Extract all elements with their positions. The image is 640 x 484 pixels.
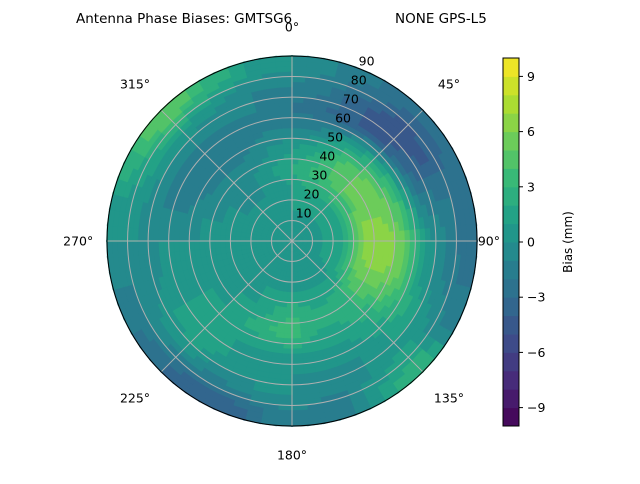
colorbar-tick-label: 0 — [527, 235, 535, 250]
colorbar-tick-label: 6 — [527, 124, 535, 139]
radial-tick-label: 90 — [359, 53, 375, 68]
colorbar-level — [503, 297, 519, 317]
colorbar-level — [503, 205, 519, 225]
colorbar-tick-label: −6 — [527, 345, 545, 360]
colorbar-level — [503, 260, 519, 280]
colorbar-level — [503, 113, 519, 133]
radial-tick-label: 20 — [304, 186, 320, 201]
azimuth-tick-label: 0° — [285, 20, 299, 35]
azimuth-tick-label: 180° — [277, 447, 307, 462]
azimuth-tick-label: 90° — [478, 234, 500, 249]
contour-cell — [274, 55, 294, 63]
radial-tick-label: 80 — [351, 72, 367, 87]
colorbar-level — [503, 370, 519, 390]
colorbar-level — [503, 223, 519, 243]
azimuth-tick-label: 315° — [120, 77, 150, 92]
colorbar-tick-label: −3 — [527, 290, 545, 305]
colorbar-level — [503, 58, 519, 77]
colorbar-label: Bias (mm) — [561, 211, 575, 273]
colorbar-level — [503, 94, 519, 114]
radial-tick-label: 50 — [327, 129, 343, 144]
colorbar-level — [503, 334, 519, 353]
radial-tick-label: 10 — [296, 205, 312, 220]
colorbar-level — [503, 315, 519, 335]
polar-frame — [106, 55, 478, 427]
colorbar-level — [503, 389, 519, 409]
azimuth-gridline — [160, 109, 424, 373]
colorbar-level — [503, 168, 519, 188]
radial-tick-label: 70 — [343, 91, 359, 106]
azimuth-tick-label: 270° — [63, 234, 93, 249]
colorbar-level — [503, 242, 519, 261]
colorbar-tick-label: 3 — [527, 179, 535, 194]
polar-grid — [106, 55, 478, 427]
azimuth-tick-label: 225° — [120, 390, 150, 405]
colorbar: −9 −6 −3 0 3 6 9 — [502, 57, 545, 427]
azimuth-tick-labels: 0° 45° 90° 135° 180° 225° 270° 315° — [63, 20, 500, 463]
colorbar-level — [503, 76, 519, 96]
azimuth-tick-label: 135° — [434, 390, 464, 405]
radial-tick-label: 30 — [311, 167, 327, 182]
colorbar-level — [503, 278, 519, 298]
chart-title-right: NONE GPS-L5 — [395, 11, 487, 27]
colorbar-level — [503, 407, 519, 427]
colorbar-level — [503, 131, 519, 151]
colorbar-level — [503, 352, 519, 372]
radial-tick-label: 60 — [335, 110, 351, 125]
chart-title-left: Antenna Phase Biases: GMTSG6 — [76, 11, 292, 27]
colorbar-tick-label: 9 — [527, 69, 535, 84]
radial-tick-label: 40 — [319, 148, 335, 163]
colorbar-level — [503, 150, 519, 169]
colorbar-level — [503, 186, 519, 206]
colorbar-tick-label: −9 — [527, 400, 545, 415]
radial-tick-labels: 10 20 30 40 50 60 70 80 90 — [296, 53, 375, 220]
azimuth-tick-label: 45° — [438, 77, 460, 92]
